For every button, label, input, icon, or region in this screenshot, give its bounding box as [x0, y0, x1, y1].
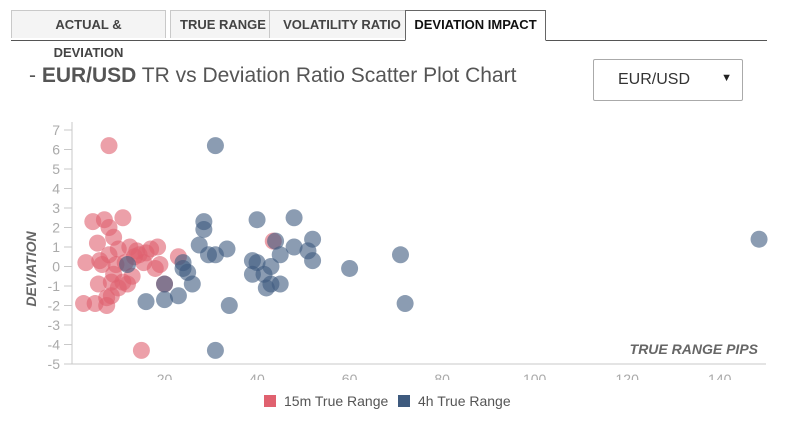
point-15m[interactable] [77, 254, 95, 272]
y-tick-label: 7 [52, 122, 60, 138]
legend-swatch-15m [264, 395, 276, 407]
x-axis-ticks: 20 40 60 80 100 120 140 [157, 371, 732, 380]
point-15m[interactable] [100, 137, 118, 155]
tab-deviation-impact[interactable]: DEVIATION IMPACT [405, 10, 546, 41]
point-15m[interactable] [88, 234, 106, 252]
point-15m[interactable] [132, 341, 150, 359]
point-4h[interactable] [341, 259, 359, 277]
y-tick-label: -4 [48, 337, 61, 353]
point-4h[interactable] [206, 341, 224, 359]
point-4h[interactable] [285, 209, 303, 227]
point-15m[interactable] [114, 209, 132, 227]
point-4h[interactable] [206, 137, 224, 155]
x-tick-label: 20 [157, 371, 173, 380]
point-4h[interactable] [218, 240, 236, 258]
title-rest: TR vs Deviation Ratio Scatter Plot Chart [136, 64, 517, 87]
y-tick-label: 5 [52, 161, 60, 177]
y-tick-label: -3 [48, 317, 61, 333]
y-axis-ticks: 7 6 5 4 3 2 1 0 -1 -2 -3 -4 -5 [48, 122, 72, 372]
x-axis-label: TRUE RANGE PIPS [630, 341, 759, 357]
point-4h[interactable] [391, 246, 409, 264]
point-4h[interactable] [169, 287, 187, 305]
legend-label-4h: 4h True Range [418, 393, 511, 409]
x-tick-label: 40 [249, 371, 265, 380]
title-prefix: - [29, 64, 42, 87]
tab-volatility-ratio[interactable]: VOLATILITY RATIO [269, 10, 415, 38]
legend-label-15m: 15m True Range [284, 393, 389, 409]
point-15m[interactable] [151, 256, 169, 274]
point-4h[interactable] [396, 295, 414, 313]
point-15m[interactable] [149, 238, 167, 256]
point-4h[interactable] [156, 291, 174, 309]
point-4h[interactable] [119, 256, 137, 274]
y-tick-label: 2 [52, 220, 60, 236]
y-tick-label: 3 [52, 200, 60, 216]
point-15m[interactable] [89, 275, 107, 293]
point-4h[interactable] [304, 252, 322, 270]
data-points [75, 137, 768, 359]
x-tick-label: 60 [342, 371, 358, 380]
point-4h[interactable] [248, 211, 266, 229]
point-4h[interactable] [183, 275, 201, 293]
y-axis-label: DEVIATION [23, 231, 39, 307]
y-tick-label: 0 [52, 259, 60, 275]
point-4h[interactable] [285, 238, 303, 256]
point-4h[interactable] [156, 275, 174, 293]
legend-swatch-4h [398, 395, 410, 407]
chevron-down-icon: ▼ [721, 72, 732, 84]
x-tick-label: 80 [434, 371, 450, 380]
point-4h[interactable] [220, 297, 238, 314]
tab-actual-deviation[interactable]: ACTUAL & DEVIATION [11, 10, 166, 60]
tab-bar: ACTUAL & DEVIATION TRUE RANGE VOLATILITY… [11, 10, 767, 60]
point-4h[interactable] [262, 258, 280, 275]
chart-title: - EUR/USD TR vs Deviation Ratio Scatter … [29, 64, 516, 88]
point-4h[interactable] [750, 230, 768, 248]
pair-select[interactable]: EUR/USD ▼ [593, 59, 743, 101]
point-4h[interactable] [267, 232, 285, 250]
legend-item-15m[interactable]: 15m True Range [264, 393, 388, 409]
y-tick-label: 1 [52, 239, 60, 255]
y-tick-label: -2 [48, 298, 61, 314]
y-tick-label: 6 [52, 142, 60, 158]
y-tick-label: 4 [52, 181, 60, 197]
y-tick-label: -1 [48, 278, 61, 294]
point-4h[interactable] [195, 220, 213, 238]
x-tick-label: 120 [616, 371, 640, 380]
x-tick-label: 100 [523, 371, 547, 380]
y-tick-label: -5 [48, 356, 61, 372]
tab-true-range[interactable]: TRUE RANGE [170, 10, 276, 38]
pair-select-value: EUR/USD [618, 71, 691, 88]
point-4h[interactable] [304, 230, 322, 248]
point-4h[interactable] [271, 246, 289, 264]
title-pair: EUR/USD [41, 64, 137, 87]
point-4h[interactable] [137, 293, 155, 311]
scatter-chart: 7 6 5 4 3 2 1 0 -1 -2 -3 -4 -5 20 40 60 80 100 120 140 DEV… [23, 122, 768, 380]
legend-item-4h[interactable]: 4h True Range [398, 393, 511, 409]
point-4h[interactable] [271, 275, 289, 293]
x-tick-label: 140 [708, 371, 732, 380]
